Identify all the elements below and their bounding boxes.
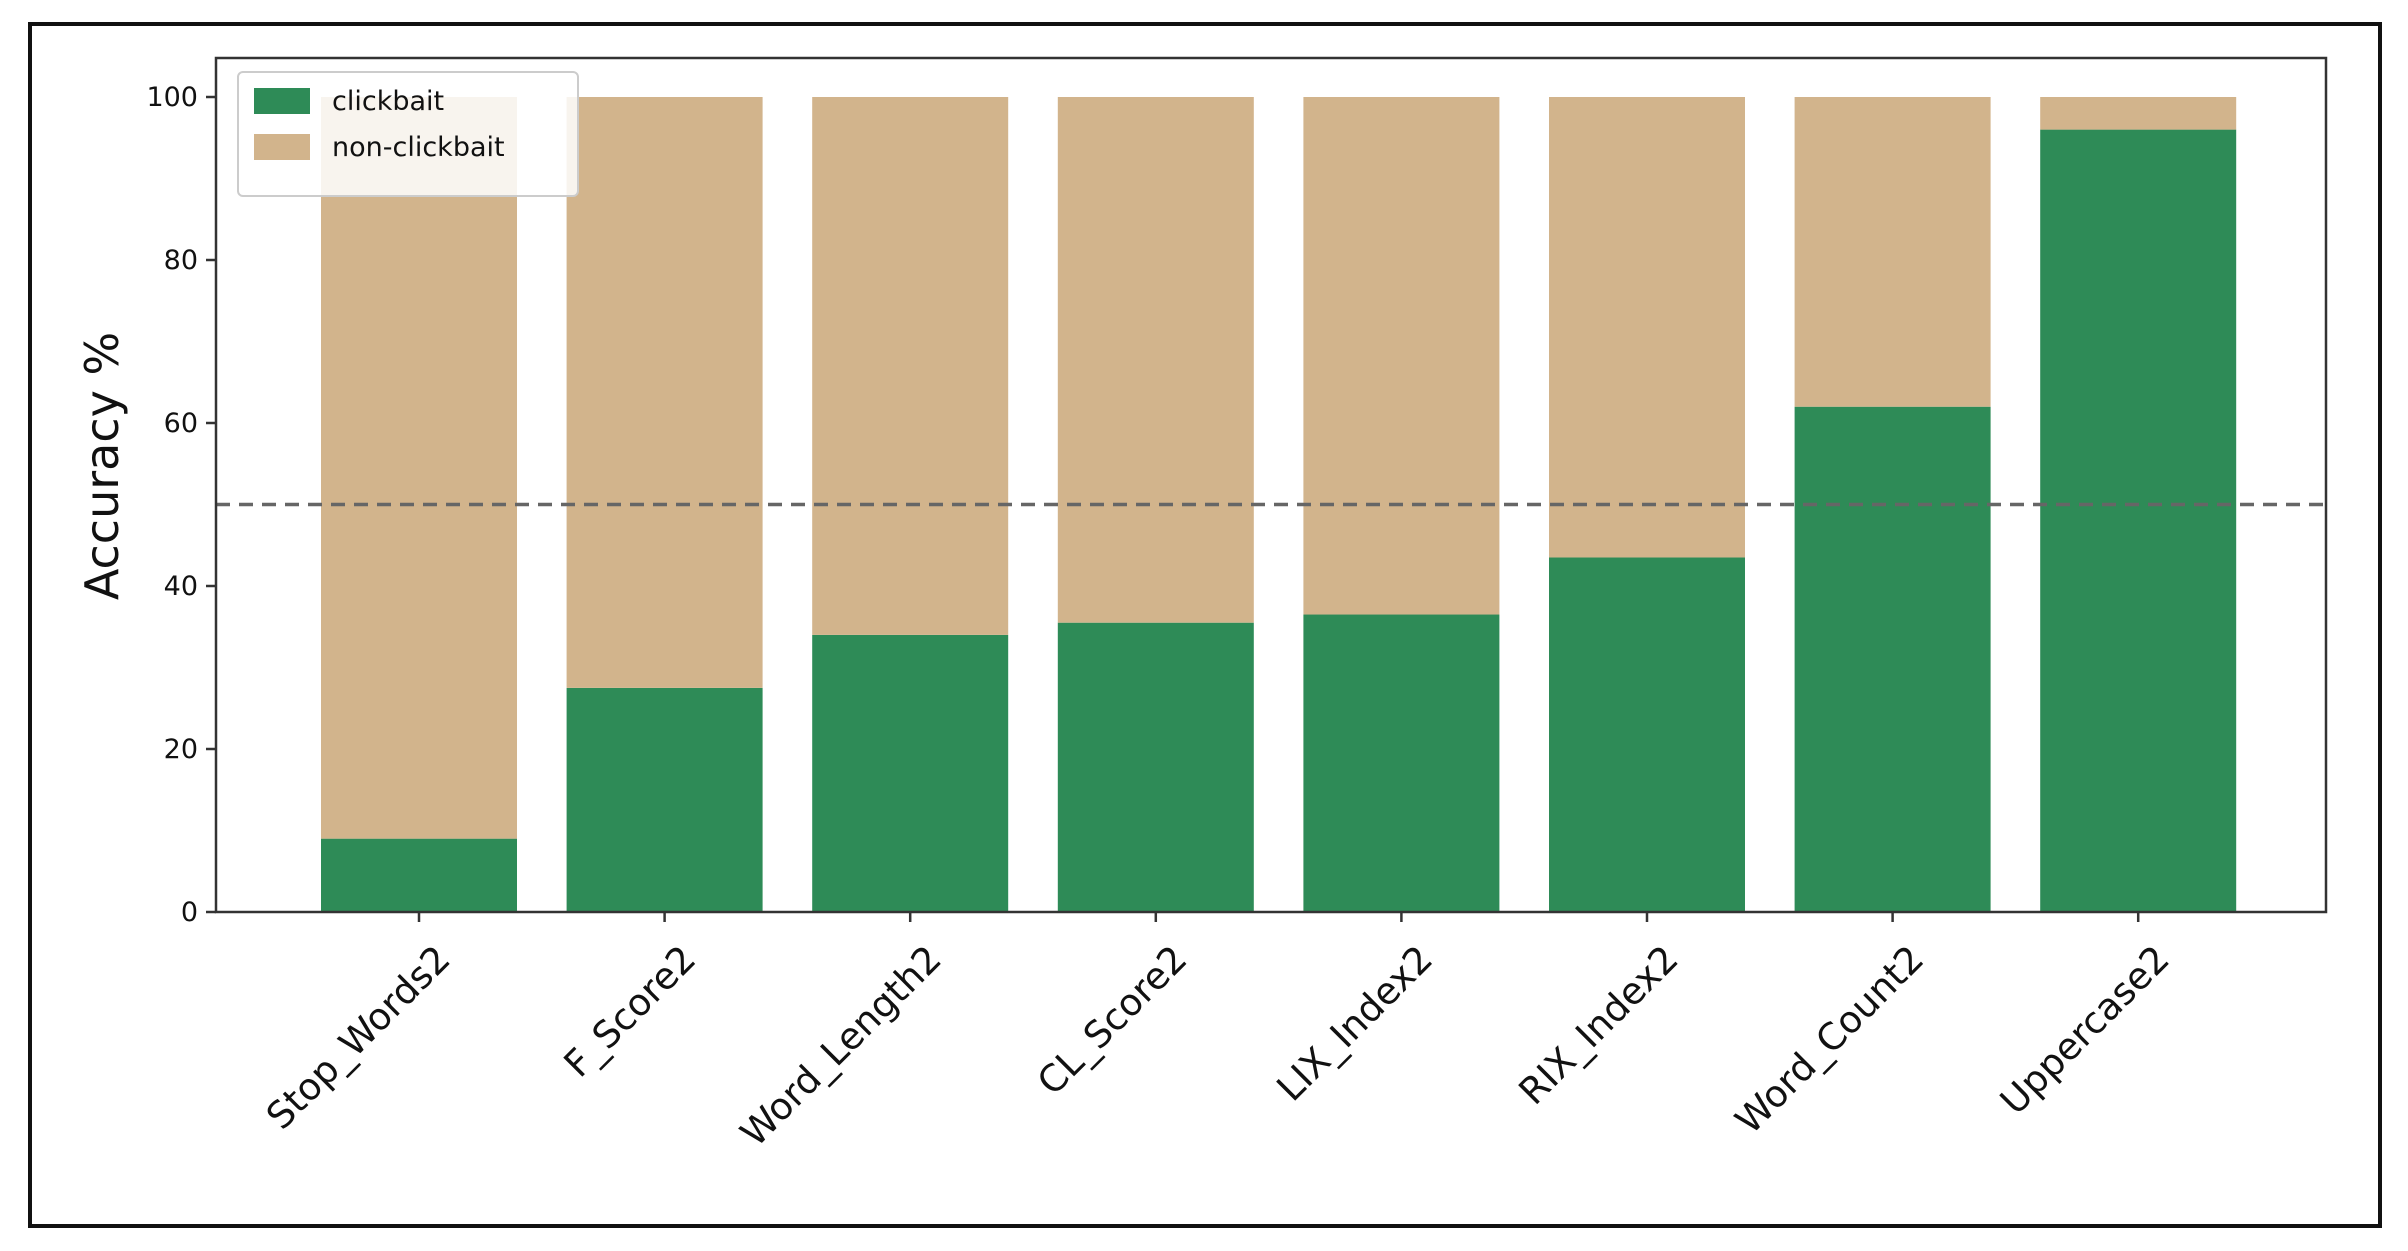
y-tick-label-80: 80 — [164, 245, 198, 276]
x-tick-label-word-length2: Word_Length2 — [732, 937, 950, 1155]
bar-clickbait-lix-index2 — [1303, 614, 1500, 912]
figure-frame: 0 20 40 60 80 100 Stop_Words2 F_Score2 Word_Len… — [28, 22, 2382, 1228]
y-tick-label-60: 60 — [164, 408, 198, 439]
legend-swatch-non-clickbait — [254, 134, 310, 160]
y-axis: 0 20 40 60 80 100 — [146, 82, 216, 928]
bar-non-clickbait-f-score2 — [566, 97, 763, 688]
x-tick-label-uppercase2: Uppercase2 — [1992, 937, 2178, 1123]
plot-area-border — [214, 56, 2328, 914]
y-axis-title: Accuracy % — [75, 332, 129, 600]
bars-group — [321, 97, 2237, 913]
bar-non-clickbait-cl-score2 — [1057, 97, 1254, 623]
x-tick-label-stop-words2: Stop_Words2 — [258, 937, 458, 1137]
bar-non-clickbait-lix-index2 — [1303, 97, 1500, 615]
bar-non-clickbait-rix-index2 — [1549, 97, 1745, 558]
y-tick-label-100: 100 — [146, 82, 198, 113]
y-tick-label-40: 40 — [164, 571, 198, 602]
x-axis: Stop_Words2 F_Score2 Word_Length2 CL_Score2… — [258, 912, 2178, 1155]
bar-clickbait-word-count2 — [1794, 406, 1991, 912]
bar-clickbait-uppercase2 — [2040, 129, 2237, 913]
bar-clickbait-word-length2 — [812, 634, 1009, 912]
stacked-bar-chart: 0 20 40 60 80 100 Stop_Words2 F_Score2 Word_Len… — [75, 56, 2328, 1155]
bar-clickbait-f-score2 — [566, 687, 763, 912]
legend: clickbait non-clickbait — [237, 71, 579, 197]
bar-non-clickbait-stop-words2 — [321, 97, 517, 839]
bar-clickbait-rix-index2 — [1549, 557, 1745, 912]
x-tick-label-word-count2: Word_Count2 — [1727, 937, 1932, 1142]
y-tick-label-0: 0 — [181, 897, 198, 928]
bar-clickbait-stop-words2 — [321, 838, 517, 912]
bar-clickbait-cl-score2 — [1057, 622, 1254, 912]
legend-label-non-clickbait: non-clickbait — [332, 132, 505, 163]
bar-non-clickbait-uppercase2 — [2040, 97, 2237, 130]
x-tick-label-rix-index2: RIX_Index2 — [1511, 937, 1687, 1113]
x-tick-label-cl-score2: CL_Score2 — [1029, 937, 1195, 1103]
bar-non-clickbait-word-length2 — [812, 97, 1009, 635]
legend-box — [237, 71, 579, 197]
x-tick-label-f-score2: F_Score2 — [556, 937, 704, 1085]
legend-label-clickbait: clickbait — [332, 86, 444, 117]
legend-swatch-clickbait — [254, 88, 310, 114]
x-tick-label-lix-index2: LIX_Index2 — [1269, 937, 1441, 1109]
y-tick-label-20: 20 — [164, 734, 198, 765]
bar-non-clickbait-word-count2 — [1794, 97, 1991, 407]
